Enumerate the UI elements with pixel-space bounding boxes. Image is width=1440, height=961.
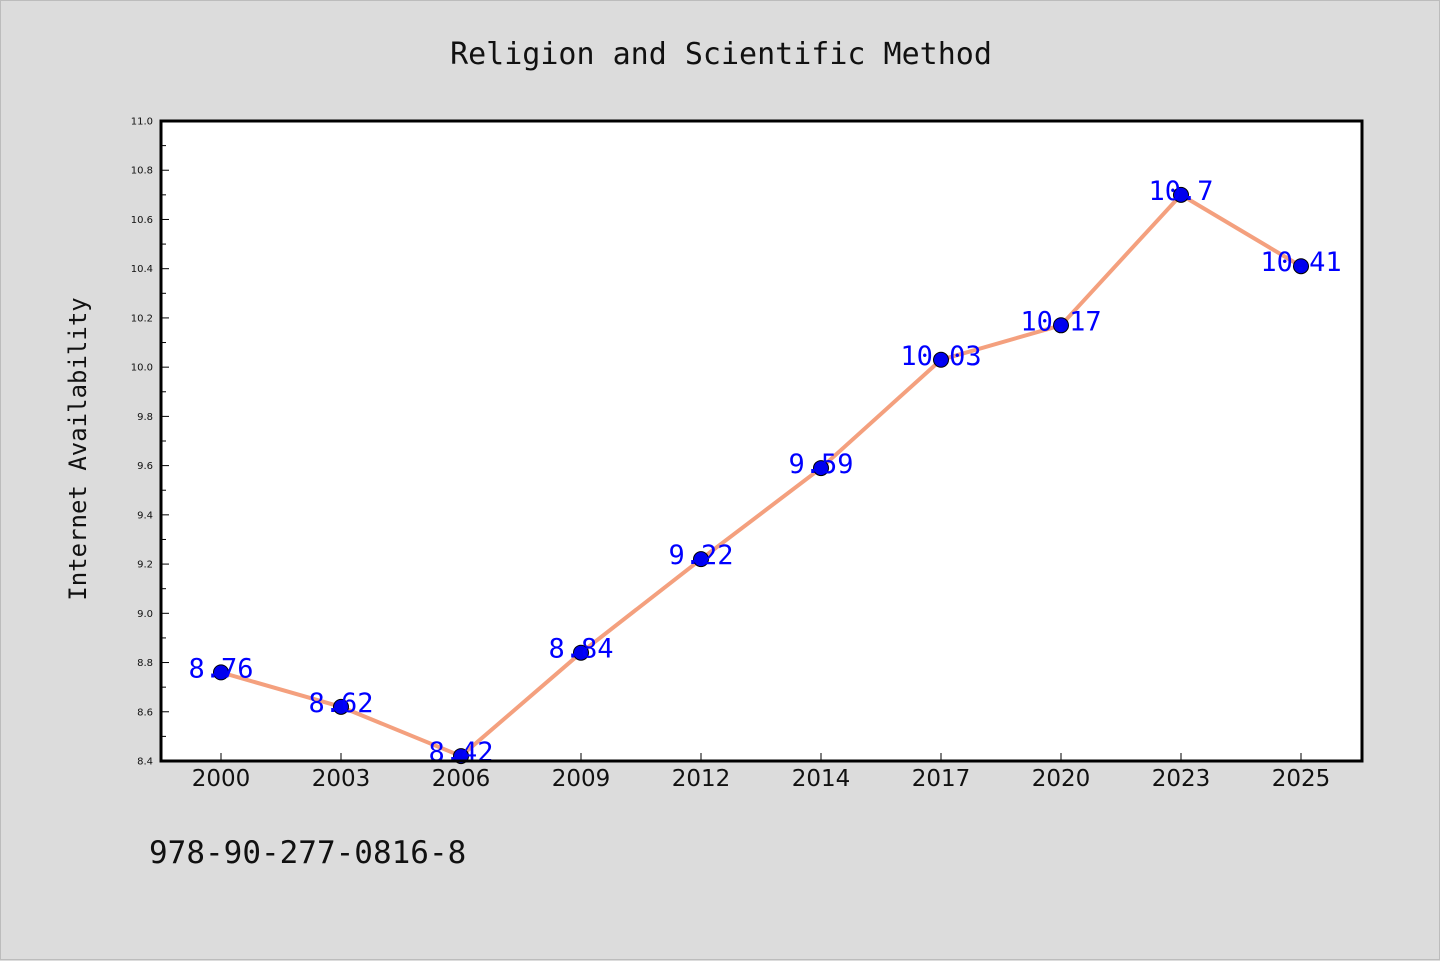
x-tick-label: 2006: [432, 766, 491, 792]
chart-title: Religion and Scientific Method: [450, 37, 992, 72]
data-point: [1173, 186, 1189, 203]
data-label: 10.17: [1020, 306, 1101, 337]
y-axis: 8.4 8.6 8.8 9.0 9.2 9.4 9.6 9.8 10.0 10.2 10.4 10.6…: [131, 117, 169, 768]
y-tick-label: 9.0: [137, 609, 153, 620]
x-tick-label: 2000: [192, 766, 251, 792]
y-tick-label: 9.6: [137, 461, 153, 472]
x-tick-label: 2012: [672, 766, 731, 792]
data-label: 8.84: [548, 634, 613, 665]
data-label: 8.42: [428, 737, 493, 768]
y-tick-label: 9.4: [137, 510, 153, 521]
data-label: 10.03: [900, 341, 981, 372]
data-label: 9.59: [788, 449, 853, 480]
x-tick-label: 2020: [1032, 766, 1091, 792]
data-point: [1293, 258, 1309, 275]
x-tick-label: 2009: [552, 766, 611, 792]
y-tick-label: 8.8: [137, 658, 153, 669]
y-tick-label: 10.4: [131, 264, 153, 275]
data-point: [813, 460, 829, 477]
plot-area: [161, 121, 1362, 761]
data-point: [573, 644, 589, 661]
data-label: 10.7: [1148, 176, 1213, 207]
x-tick-label: 2025: [1272, 766, 1331, 792]
y-tick-label: 8.4: [137, 757, 153, 768]
footer-code: 978-90-277-0816-8: [149, 835, 467, 871]
x-tick-label: 2014: [792, 766, 851, 792]
y-axis-label: Internet Availability: [64, 297, 92, 600]
x-axis: 2000 2003 2006 2009 2012 2014 2017 2020 2023 2025: [192, 753, 1331, 792]
y-tick-label: 10.6: [131, 215, 153, 226]
data-label: 10.41: [1260, 247, 1341, 278]
data-point: [693, 551, 709, 568]
data-point: [1053, 317, 1069, 334]
y-tick-label: 9.2: [137, 560, 153, 571]
y-tick-label: 10.0: [131, 363, 153, 374]
x-tick-label: 2017: [912, 766, 971, 792]
data-label: 8.76: [188, 653, 253, 684]
y-tick-label: 10.2: [131, 313, 153, 324]
x-tick-label: 2023: [1152, 766, 1211, 792]
x-tick-label: 2003: [312, 766, 371, 792]
series-line: [220, 192, 1303, 759]
data-point: [933, 351, 949, 368]
data-label: 9.22: [668, 540, 733, 571]
data-point: [213, 664, 229, 681]
y-tick-label: 11.0: [131, 117, 153, 128]
y-tick-label: 8.6: [137, 707, 153, 718]
series-layer: 8.76 8.62 8.42 8.84 9.22 9.59 10.03 10.17 10.7 10…: [188, 176, 1341, 768]
y-tick-label: 10.8: [131, 166, 153, 177]
data-point: [333, 698, 349, 715]
data-label: 8.62: [308, 688, 373, 719]
y-tick-label: 9.8: [137, 412, 153, 423]
plot-frame: [159, 119, 1364, 763]
